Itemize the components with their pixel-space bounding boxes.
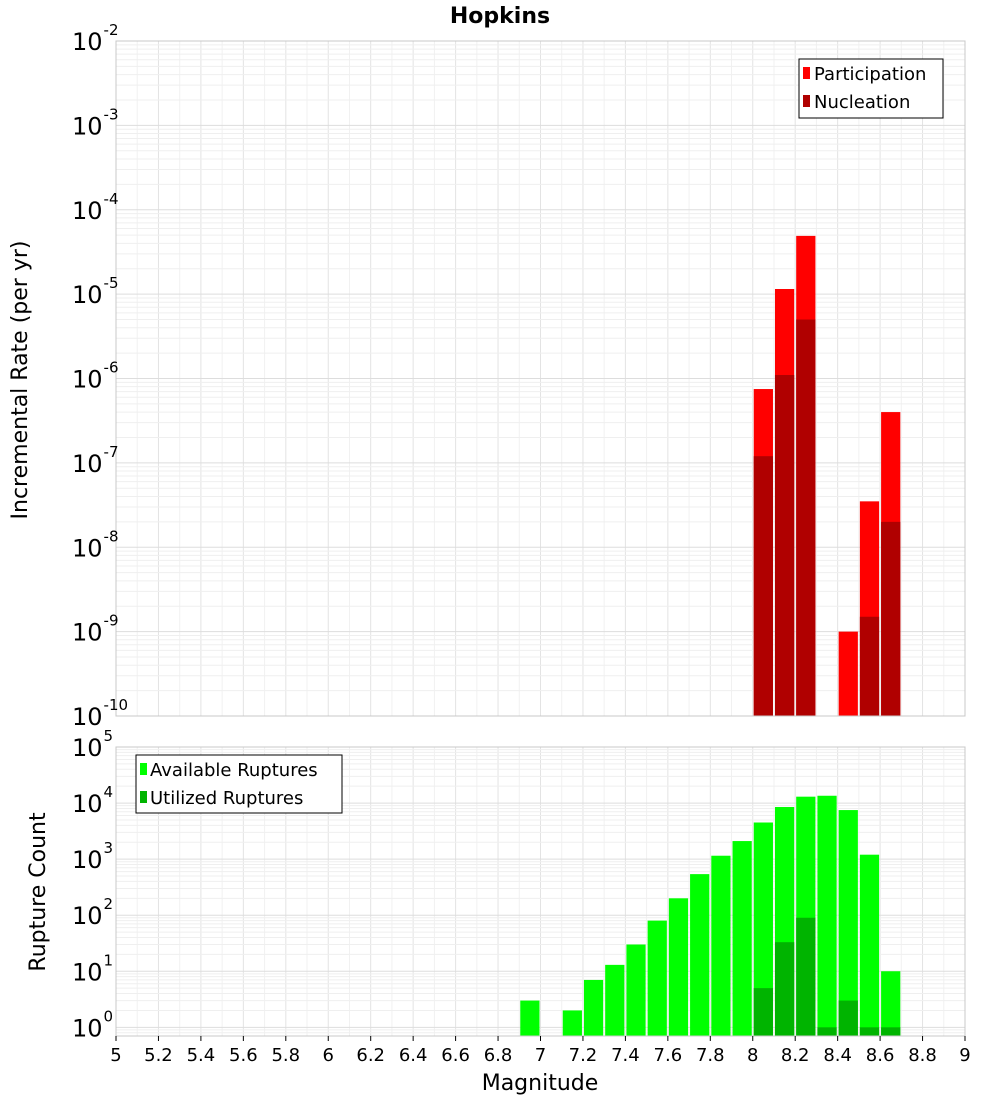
top-plot-border xyxy=(115,40,966,717)
bar-participation xyxy=(838,631,858,716)
y-tick-label: 100 xyxy=(72,1007,113,1042)
y-tick-label: 101 xyxy=(72,951,113,986)
x-tick-label: 7.4 xyxy=(611,1045,640,1066)
y-tick-label: 10-4 xyxy=(72,190,119,225)
bar-available-ruptures xyxy=(668,898,689,1036)
x-tick-label: 9 xyxy=(959,1045,970,1066)
y-tick-label: 10-3 xyxy=(72,105,119,140)
bar-overlay-utilized-ruptures xyxy=(859,1027,880,1036)
bar-available-ruptures xyxy=(647,920,667,1036)
y-tick-label: 10-8 xyxy=(72,527,119,562)
y-tick-label: 102 xyxy=(72,895,113,930)
legend-label-participation: Participation xyxy=(814,64,926,85)
x-tick-label: 7.8 xyxy=(696,1045,725,1066)
x-tick-label: 6.6 xyxy=(441,1045,470,1066)
bottom-bars xyxy=(520,795,901,1036)
bottom-legend-box xyxy=(135,754,343,814)
top-legend: Participation Nucleation xyxy=(798,58,944,119)
x-tick-label: 8 xyxy=(747,1045,758,1066)
x-tick-label: 6 xyxy=(323,1045,334,1066)
x-tick-label: 5 xyxy=(110,1045,121,1066)
legend-label-nucleation: Nucleation xyxy=(814,92,910,113)
bottom-y-tick-labels: 100 101 102 103 104 105 xyxy=(72,727,113,1042)
x-tick-labels: 5 5.2 5.4 5.6 5.8 6 6.2 6.4 6.6 6.8 7 7.2 7.4 7.6 7.8 8… xyxy=(110,1036,971,1066)
bar-available-ruptures xyxy=(817,795,837,1036)
top-legend-box xyxy=(798,58,944,119)
bottom-legend: Available Ruptures Utilized Ruptures xyxy=(135,754,343,814)
x-tick-label: 7.2 xyxy=(569,1045,598,1066)
bar-overlay-nucleation xyxy=(859,616,880,716)
y-tick-label: 103 xyxy=(72,839,113,874)
bar-available-ruptures xyxy=(838,810,858,1036)
bar-available-ruptures xyxy=(605,964,625,1036)
x-tick-label: 5.8 xyxy=(271,1045,300,1066)
bar-overlay-nucleation xyxy=(881,521,901,716)
bar-overlay-nucleation xyxy=(774,375,795,716)
x-tick-label: 6.4 xyxy=(399,1045,428,1066)
x-tick-label: 6.2 xyxy=(356,1045,385,1066)
bar-available-ruptures xyxy=(881,971,901,1036)
legend-swatch-utilized-ruptures xyxy=(140,791,147,803)
y-tick-label: 10-9 xyxy=(72,612,119,647)
bar-overlay-utilized-ruptures xyxy=(838,1000,858,1036)
bar-overlay-nucleation xyxy=(796,319,816,716)
x-tick-label: 7.6 xyxy=(654,1045,683,1066)
x-axis-title: Magnitude xyxy=(482,1071,599,1096)
legend-swatch-available-ruptures xyxy=(140,763,147,775)
bar-available-ruptures xyxy=(732,841,752,1036)
chart-title: Hopkins xyxy=(450,4,550,29)
top-panel: 10-10 10-9 10-8 10-7 10-6 10-5 10-4 10-3 10-2 In… xyxy=(8,21,966,731)
bar-overlay-utilized-ruptures xyxy=(881,1027,901,1036)
legend-label-utilized-ruptures: Utilized Ruptures xyxy=(150,788,303,809)
x-tick-label: 8.8 xyxy=(908,1045,937,1066)
top-gridlines xyxy=(115,40,966,717)
top-y-axis-title: Incremental Rate (per yr) xyxy=(8,241,33,520)
bar-overlay-utilized-ruptures xyxy=(817,1027,837,1036)
x-tick-label: 8.2 xyxy=(781,1045,810,1066)
bar-overlay-utilized-ruptures xyxy=(796,917,816,1036)
bottom-panel: 100 101 102 103 104 105 5 5.2 5.4 5.6 5.8 6 6.2 6.4 6… xyxy=(26,727,971,1096)
x-tick-label: 5.4 xyxy=(187,1045,216,1066)
y-tick-label: 10-2 xyxy=(72,21,119,56)
bar-overlay-utilized-ruptures xyxy=(753,988,773,1036)
x-tick-label: 8.4 xyxy=(823,1045,852,1066)
x-tick-label: 5.6 xyxy=(229,1045,258,1066)
legend-swatch-participation xyxy=(803,67,810,79)
bar-overlay-utilized-ruptures xyxy=(774,942,795,1036)
bar-overlay-nucleation xyxy=(753,456,773,716)
top-bars xyxy=(753,235,901,716)
x-tick-label: 6.8 xyxy=(484,1045,513,1066)
legend-label-available-ruptures: Available Ruptures xyxy=(150,760,318,781)
y-tick-label: 105 xyxy=(72,727,113,762)
y-tick-label: 10-10 xyxy=(72,696,128,731)
x-tick-label: 7 xyxy=(535,1045,546,1066)
x-tick-label: 5.2 xyxy=(144,1045,173,1066)
legend-swatch-nucleation xyxy=(803,95,810,107)
bar-available-ruptures xyxy=(753,822,773,1036)
x-tick-label: 8.6 xyxy=(866,1045,895,1066)
bar-available-ruptures xyxy=(859,854,880,1036)
y-tick-label: 10-5 xyxy=(72,274,119,309)
y-tick-label: 104 xyxy=(72,783,113,818)
bar-available-ruptures xyxy=(711,855,731,1036)
bottom-y-axis-title: Rupture Count xyxy=(26,812,51,972)
bar-available-ruptures xyxy=(626,944,646,1036)
bar-available-ruptures xyxy=(520,1000,540,1036)
bar-available-ruptures xyxy=(690,874,710,1036)
y-tick-label: 10-6 xyxy=(72,359,119,394)
bar-available-ruptures xyxy=(583,979,604,1036)
y-tick-label: 10-7 xyxy=(72,443,119,478)
bar-available-ruptures xyxy=(562,1010,582,1036)
